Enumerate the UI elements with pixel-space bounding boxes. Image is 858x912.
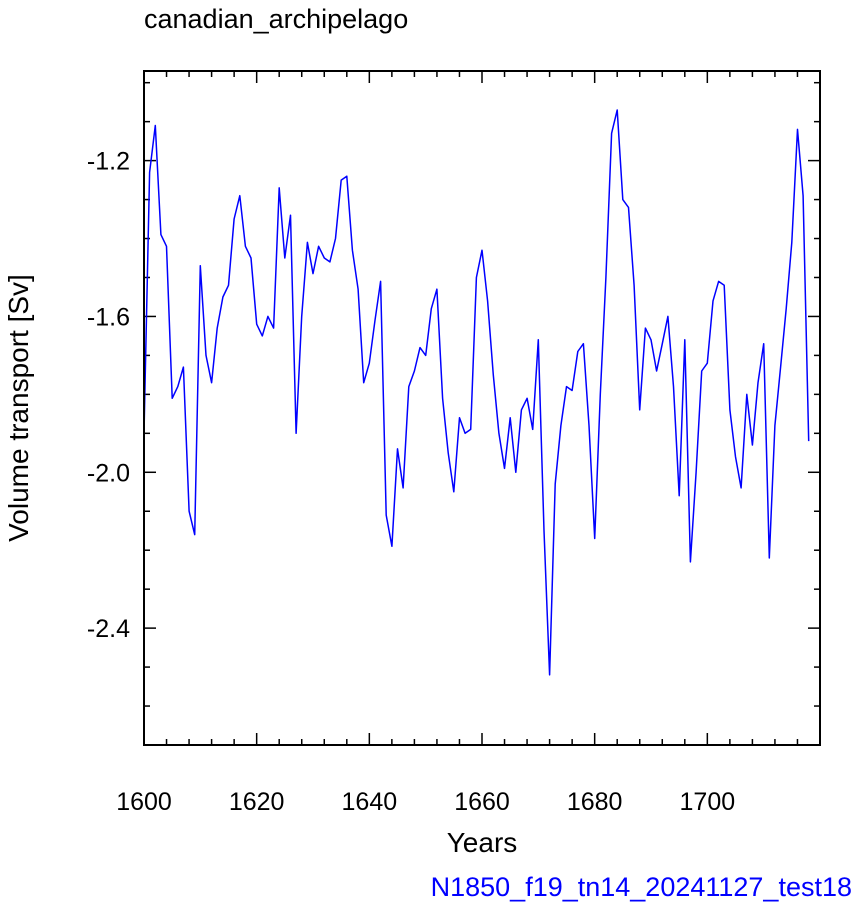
axis-ticks — [143, 71, 821, 746]
x-tick-label: 1600 — [116, 788, 172, 816]
x-tick-label: 1680 — [567, 788, 623, 816]
tick-labels: 1600 1620 1640 1660 1680 1700 -1.2 -1.6 -2.0 -2.4 — [87, 148, 735, 816]
y-axis-label: Volume transport [Sv] — [3, 274, 34, 542]
x-tick-label: 1660 — [454, 788, 510, 816]
chart-title: canadian_archipelago — [144, 4, 409, 34]
x-axis-label: Years — [447, 827, 518, 858]
plot-frame — [143, 70, 821, 746]
series-line-0 — [143, 109, 810, 676]
series-layer — [143, 109, 810, 676]
case-name-label: N1850_f19_tn14_20241127_test18 — [430, 872, 852, 902]
x-tick-label: 1640 — [342, 788, 398, 816]
y-tick-label: -1.6 — [87, 303, 130, 331]
y-tick-label: -1.2 — [87, 148, 130, 176]
x-tick-label: 1700 — [680, 788, 736, 816]
y-tick-label: -2.4 — [87, 615, 130, 643]
x-tick-label: 1620 — [229, 788, 285, 816]
y-tick-label: -2.0 — [87, 459, 130, 487]
